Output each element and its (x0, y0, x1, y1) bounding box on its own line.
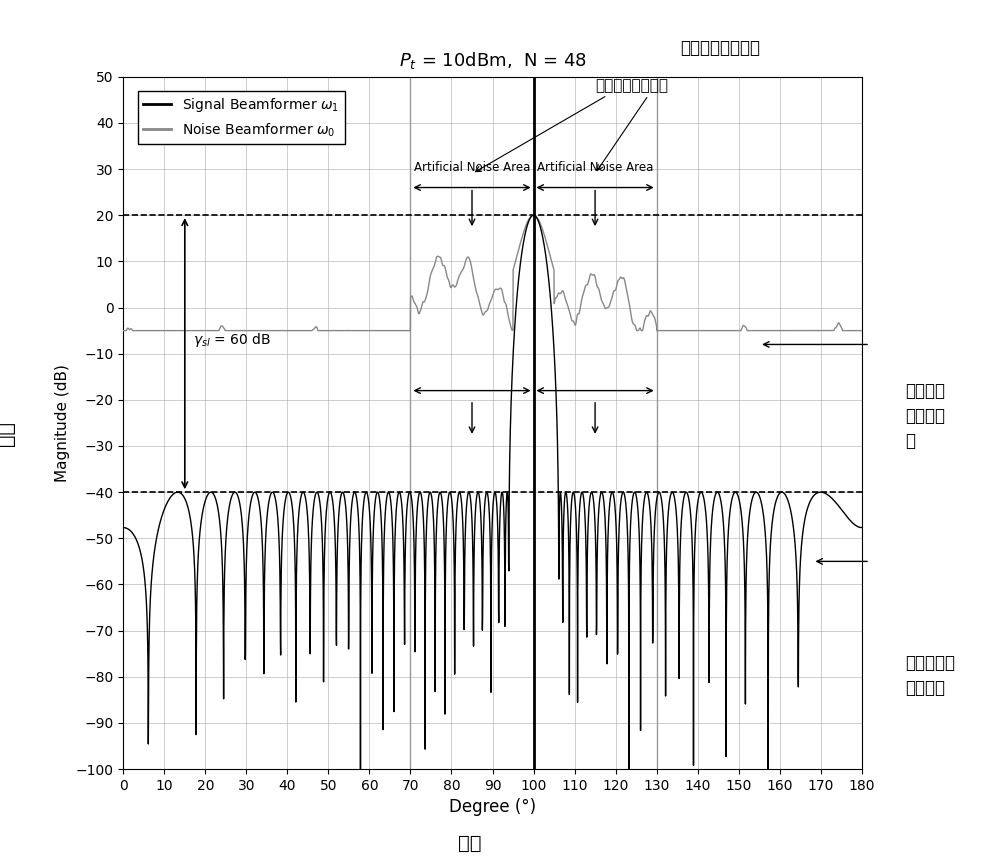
Text: 人工噪声信号区域: 人工噪声信号区域 (595, 79, 668, 94)
X-axis label: Degree (°): Degree (°) (449, 798, 536, 817)
Text: 人工噪声信号区域: 人工噪声信号区域 (680, 39, 760, 57)
Text: Artificial Noise Area: Artificial Noise Area (537, 161, 653, 174)
Text: Artificial Noise Area: Artificial Noise Area (414, 161, 530, 174)
Text: 大小: 大小 (0, 421, 15, 445)
Text: 第二信号
波束形成
器: 第二信号 波束形成 器 (905, 382, 945, 449)
Text: 角度: 角度 (458, 834, 482, 853)
Y-axis label: Magnitude (dB): Magnitude (dB) (55, 364, 70, 481)
Text: $\gamma_{sl}$ = 60 dB: $\gamma_{sl}$ = 60 dB (193, 332, 271, 350)
Legend: Signal Beamformer $\omega_1$, Noise Beamformer $\omega_0$: Signal Beamformer $\omega_1$, Noise Beam… (138, 91, 345, 144)
Title: $P_t$ = 10dBm,  N = 48: $P_t$ = 10dBm, N = 48 (399, 49, 586, 71)
Text: 第一信号波
束形成器: 第一信号波 束形成器 (905, 654, 955, 697)
